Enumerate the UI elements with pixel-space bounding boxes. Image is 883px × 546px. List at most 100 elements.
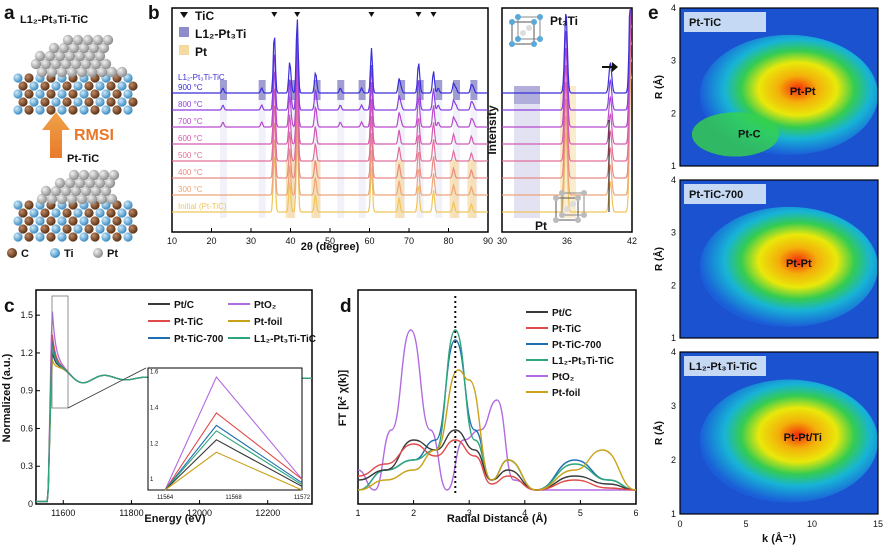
wt-title: Pt-TiC (689, 17, 721, 29)
wt-y-axis-label: R (Å) (652, 247, 665, 271)
c-atom (112, 216, 122, 226)
xrd-x-tick-label: 50 (325, 236, 335, 246)
pt-atom (76, 193, 88, 205)
xrd-x-tick-label: 80 (443, 236, 453, 246)
c-atom (46, 105, 56, 115)
pt-peak-band (311, 160, 321, 218)
wt-blob-secondary (691, 112, 779, 157)
wt-y-axis-label: R (Å) (652, 421, 665, 445)
pt-atom (34, 50, 46, 62)
ti-atom (57, 89, 67, 99)
rmsi-label: RMSI (74, 127, 114, 144)
xanes-y-tick-label: 0.6 (20, 423, 33, 433)
ti-atom (13, 73, 23, 83)
ft-legend-label: Pt-TiC (552, 324, 581, 335)
ft-legend-label: PtO₂ (552, 372, 574, 383)
ti-atom (123, 200, 133, 210)
xanes-zoom-box (51, 295, 69, 409)
ti-atom (79, 232, 89, 242)
xanes-y-tick-label: 1.5 (20, 310, 33, 320)
c-atom (68, 232, 78, 242)
wt-peak-label: Pt-Pt (786, 258, 812, 270)
zoom-l12-marker (514, 86, 540, 104)
wt-y-tick-label: 4 (671, 347, 676, 357)
c-atom (40, 97, 50, 107)
pt-atom (98, 169, 110, 181)
ti-atom (13, 232, 23, 242)
xanes-y-tick-label: 0 (28, 499, 33, 509)
pt-atom (78, 42, 90, 54)
xanes-x-tick-label: 11600 (51, 508, 75, 518)
pt-atom (48, 42, 60, 54)
wt-peak-label: Pt-Pt (790, 86, 816, 98)
xrd-series-line (172, 138, 488, 213)
pt-atom (54, 177, 66, 189)
xanes-inset-line (164, 424, 303, 491)
cube-atom (531, 19, 537, 25)
pt-atom (64, 50, 76, 62)
ti-atom (117, 208, 127, 218)
pt-atom (106, 193, 118, 205)
ti-atom (123, 73, 133, 83)
cube-edge (517, 16, 541, 40)
c-atom (128, 97, 138, 107)
ti-atom (13, 216, 23, 226)
pt-atom (46, 66, 58, 78)
xanes-x-tick-label: 11800 (119, 508, 143, 518)
ti-atom (123, 89, 133, 99)
ti-atom (117, 224, 127, 234)
pt-atom (58, 42, 70, 54)
pt-atom (108, 169, 120, 181)
wt-x-tick-label: 5 (743, 519, 748, 529)
c-atom (18, 224, 28, 234)
c-atom (106, 224, 116, 234)
cube-atom (537, 14, 543, 20)
pt-atom (70, 58, 82, 70)
ti-atom (117, 97, 127, 107)
xanes-inset-frame (147, 367, 303, 491)
wt-title: L1₂-Pt₃Ti-TiC (689, 361, 757, 373)
cube-atom (515, 14, 521, 20)
xrd-series-label: 600 °C (178, 134, 203, 143)
c-atom (90, 105, 100, 115)
legend-atom-label: Ti (64, 248, 74, 260)
l12-peak-band (337, 100, 345, 218)
c-atom (40, 224, 50, 234)
wt-x-axis-label: k (Å⁻¹) (762, 532, 796, 545)
pt-atom (56, 66, 68, 78)
ft-series-line (357, 429, 637, 491)
l12-peak-band (358, 100, 366, 218)
inset-y-tick-label: 1.2 (150, 441, 159, 447)
ti-atom (13, 105, 23, 115)
xanes-legend-label: L1₂-Pt₃Ti-TiC (254, 334, 316, 345)
pt-atom (72, 34, 84, 46)
xrd-series-line (172, 121, 488, 196)
wt-y-tick-label: 4 (671, 175, 676, 185)
wt-frame (679, 7, 879, 167)
pt-atom (64, 177, 76, 189)
xanes-y-tick-label: 1.2 (20, 348, 33, 358)
wt-peak-label: Pt-Pt/Ti (784, 432, 822, 444)
xrd-series-label: 900 °C (178, 83, 203, 92)
pt3ti-label: Pt₃Ti (550, 14, 578, 28)
pt-atom (50, 185, 62, 197)
l12-peak-band (219, 100, 227, 218)
xanes-x-axis-label: Energy (eV) (144, 513, 205, 525)
tic-peak-triangle-icon (294, 12, 301, 17)
ti-atom (35, 232, 45, 242)
cube-atom (581, 212, 587, 218)
c-atom (128, 224, 138, 234)
xanes-inset-line (164, 375, 303, 491)
ti-atom (51, 81, 61, 91)
pt-atom (100, 58, 112, 70)
xanes-legend-label: PtO₂ (254, 300, 276, 311)
pt-atom (90, 58, 102, 70)
cube-edge (511, 21, 535, 45)
ti-atom (29, 81, 39, 91)
inset-y-tick-label: 1.4 (150, 405, 159, 411)
c-atom (62, 97, 72, 107)
pt-atom (96, 193, 108, 205)
pt-peak-band (395, 160, 405, 218)
wt-y-tick-label: 2 (671, 455, 676, 465)
c-atom (68, 216, 78, 226)
